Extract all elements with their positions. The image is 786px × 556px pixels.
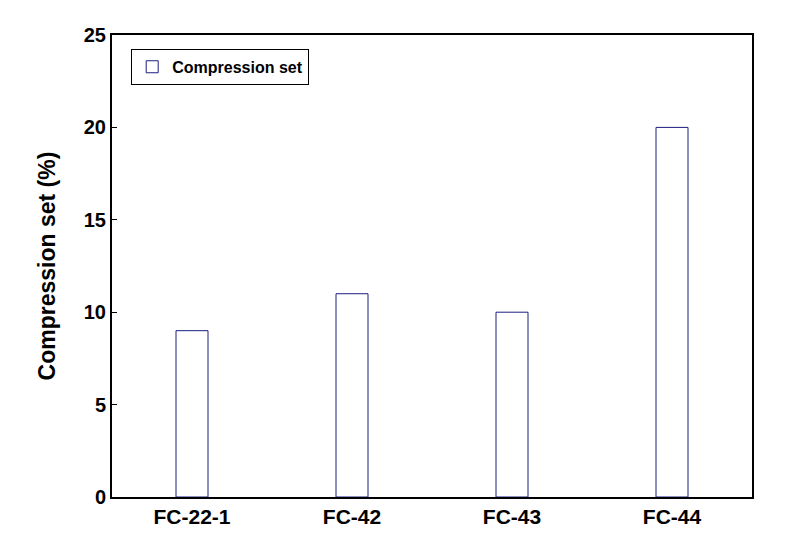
- svg-text:25: 25: [84, 24, 106, 46]
- svg-text:FC-43: FC-43: [483, 505, 541, 528]
- svg-text:FC-42: FC-42: [323, 505, 381, 528]
- svg-text:10: 10: [84, 301, 106, 323]
- svg-text:15: 15: [84, 209, 106, 231]
- svg-text:Compression set (%): Compression set (%): [34, 152, 60, 381]
- svg-text:20: 20: [84, 116, 106, 138]
- svg-text:Compression set: Compression set: [172, 59, 302, 76]
- svg-text:0: 0: [95, 486, 106, 508]
- svg-text:5: 5: [95, 394, 106, 416]
- svg-text:FC-22-1: FC-22-1: [153, 505, 230, 528]
- svg-text:FC-44: FC-44: [643, 505, 702, 528]
